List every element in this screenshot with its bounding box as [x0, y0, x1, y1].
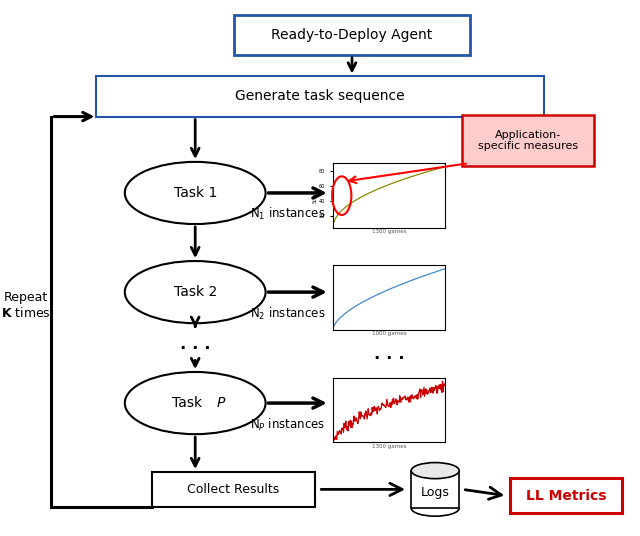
Text: Repeat
$\mathbf{K}$ times: Repeat $\mathbf{K}$ times	[1, 291, 51, 320]
Text: P: P	[216, 396, 225, 410]
Ellipse shape	[412, 463, 460, 479]
Bar	[152, 472, 315, 507]
Text: Logs: Logs	[420, 486, 450, 498]
Bar	[234, 15, 470, 55]
Text: . . .: . . .	[374, 345, 404, 363]
Bar	[96, 77, 544, 117]
Bar	[511, 478, 622, 513]
Bar	[462, 115, 593, 166]
Text: N$_2$ instances: N$_2$ instances	[250, 306, 325, 322]
Text: LL Metrics: LL Metrics	[526, 489, 607, 503]
Bar	[412, 471, 460, 508]
Text: Task: Task	[172, 396, 203, 410]
Ellipse shape	[125, 261, 266, 323]
Ellipse shape	[125, 372, 266, 434]
Text: Task 2: Task 2	[173, 285, 217, 299]
Ellipse shape	[125, 162, 266, 224]
Text: Generate task sequence: Generate task sequence	[235, 90, 405, 103]
Text: N$_P$ instances: N$_P$ instances	[250, 416, 325, 433]
Text: . . .: . . .	[180, 335, 211, 353]
Text: Application-
specific measures: Application- specific measures	[478, 130, 578, 151]
Text: Collect Results: Collect Results	[188, 483, 280, 496]
Text: N$_1$ instances: N$_1$ instances	[250, 206, 325, 222]
Text: Task 1: Task 1	[173, 186, 217, 200]
Text: Ready-to-Deploy Agent: Ready-to-Deploy Agent	[271, 28, 433, 42]
